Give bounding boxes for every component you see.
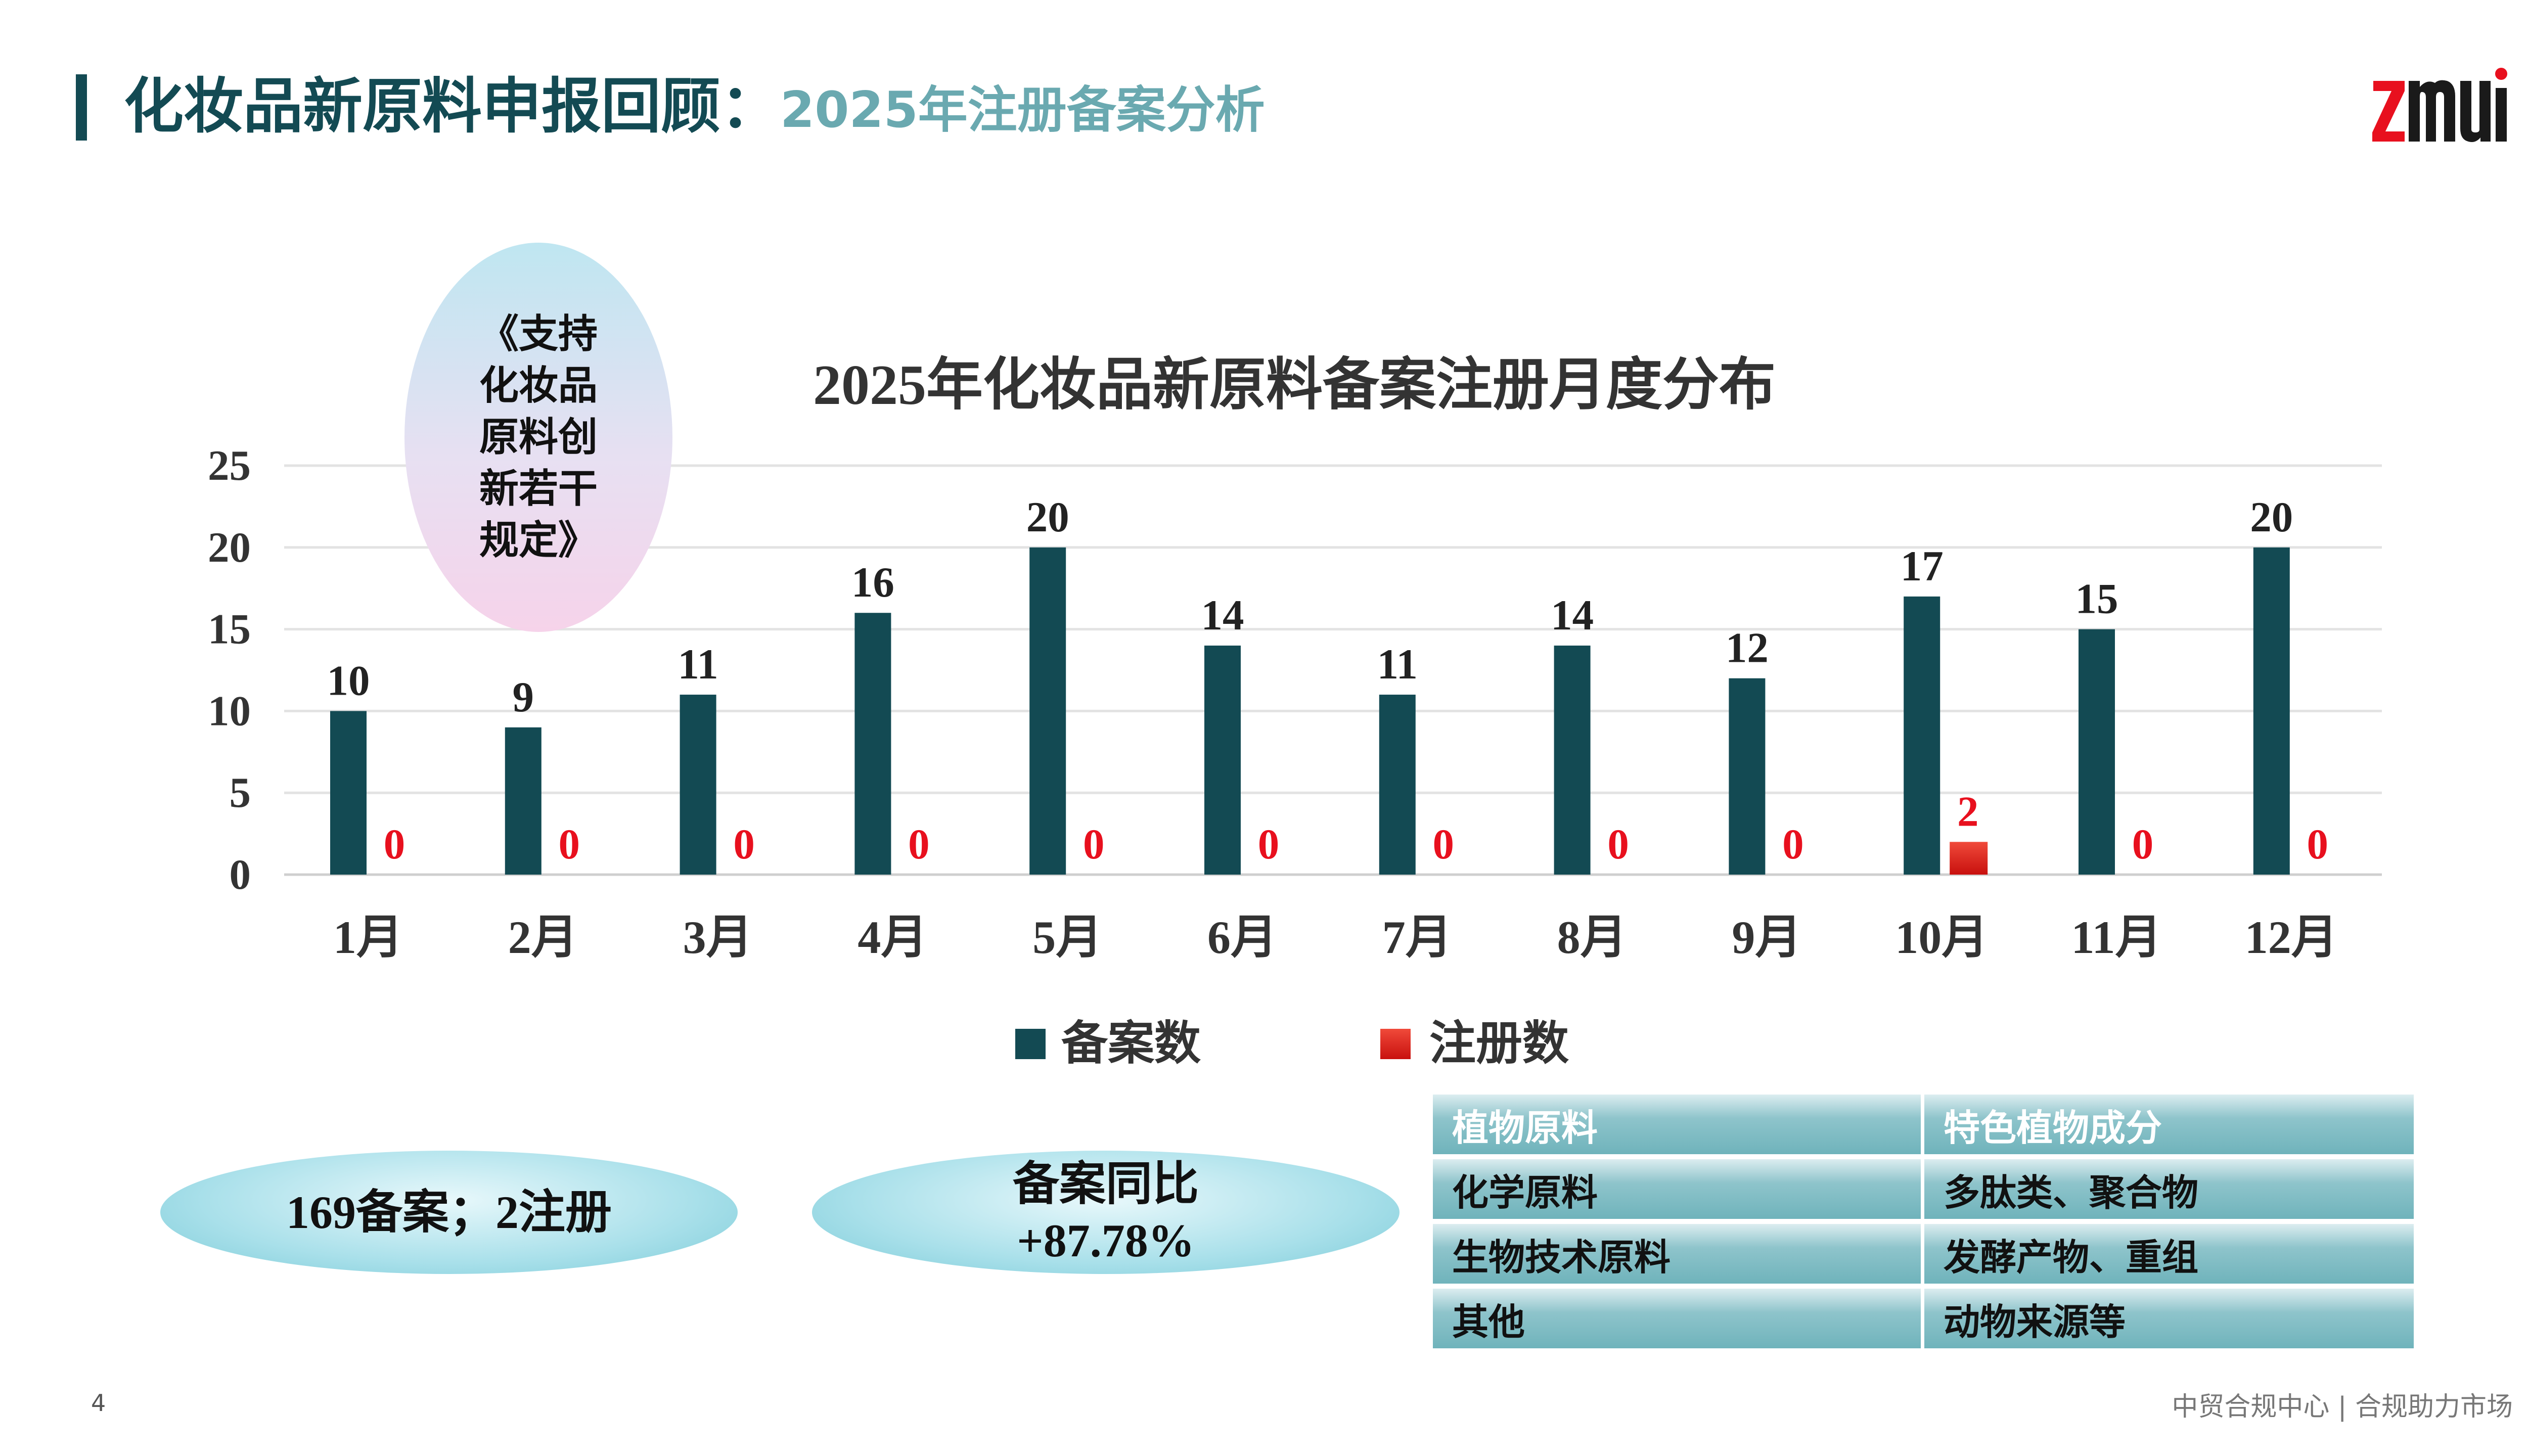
chart-title: 2025年化妆品新原料备案注册月度分布 (813, 354, 1776, 417)
regulation-text: 《支持化妆品原料创新若干规定》 (479, 311, 598, 563)
title-main: 化妆品新原料申报回顾： (124, 71, 781, 141)
legend-label-registration: 注册数 (1429, 1016, 1569, 1070)
x-tick-label: 8月 (1557, 912, 1627, 963)
x-tick-label: 3月 (683, 912, 753, 963)
data-label-registration: 0 (1083, 821, 1105, 868)
data-label-filing: 16 (851, 559, 894, 606)
data-label-registration: 0 (2307, 821, 2329, 868)
yoy-callout: 备案同比 +87.78% (812, 1151, 1400, 1274)
table-cell: 生物技术原料 (1433, 1224, 1921, 1284)
data-label-filing: 10 (327, 657, 370, 704)
page-number: 4 (91, 1389, 106, 1417)
bar-filing (1729, 678, 1766, 875)
y-tick-label: 25 (208, 442, 251, 489)
yoy-label: 备案同比 (1012, 1158, 1199, 1210)
bar-filing (1204, 645, 1241, 875)
data-label-registration: 2 (1957, 788, 1979, 835)
bar-filing (2253, 547, 2290, 875)
table-cell: 多肽类、聚合物 (1924, 1159, 2414, 1219)
x-tick-label: 1月 (333, 912, 403, 963)
table-cell: 发酵产物、重组 (1924, 1224, 2414, 1284)
legend-label-filing: 备案数 (1061, 1016, 1201, 1070)
data-label-filing: 9 (513, 673, 534, 721)
table-cell: 其他 (1433, 1289, 1921, 1348)
title-sub: 2025年注册备案分析 (780, 81, 1265, 139)
bar-filing (1379, 695, 1416, 875)
data-label-registration: 0 (1782, 821, 1804, 868)
data-label-filing: 15 (2075, 575, 2118, 623)
table-cell: 动物来源等 (1924, 1289, 2414, 1348)
legend-swatch-registration (1380, 1029, 1411, 1059)
data-label-filing: 20 (2250, 493, 2293, 541)
title-accent-bar (76, 74, 87, 141)
data-label-filing: 11 (678, 641, 718, 688)
table-cell: 特色植物成分 (1924, 1095, 2414, 1154)
data-label-registration: 0 (384, 821, 405, 868)
x-tick-label: 2月 (508, 912, 578, 963)
bar-filing (680, 695, 716, 875)
legend-swatch-filing (1015, 1029, 1046, 1059)
bar-registration (1950, 842, 1988, 875)
data-label-filing: 14 (1551, 592, 1594, 639)
totals-callout: 169备案；2注册 (160, 1151, 738, 1274)
table-row: 其他 动物来源等 (1433, 1289, 2414, 1348)
y-tick-label: 10 (208, 687, 251, 735)
data-label-filing: 17 (1901, 542, 1944, 590)
bar-filing (1554, 645, 1591, 875)
data-label-registration: 0 (908, 821, 930, 868)
x-tick-label: 10月 (1895, 912, 1988, 963)
y-tick-label: 15 (208, 606, 251, 653)
bar-filing (1029, 547, 1066, 875)
data-label-registration: 0 (733, 821, 755, 868)
data-label-filing: 11 (1377, 641, 1418, 688)
y-tick-label: 20 (208, 524, 251, 571)
data-label-registration: 0 (1607, 821, 1629, 868)
page-title: 化妆品新原料申报回顾：2025年注册备案分析 (124, 71, 1265, 146)
regulation-callout: 《支持化妆品原料创新若干规定》 (404, 243, 672, 632)
bar-filing (2079, 629, 2115, 875)
bar-filing (1904, 596, 1940, 875)
table-cell: 植物原料 (1433, 1095, 1921, 1154)
table-row: 植物原料 特色植物成分 (1433, 1095, 2414, 1154)
x-tick-label: 11月 (2071, 912, 2162, 963)
table-cell: 化学原料 (1433, 1159, 1921, 1219)
yoy-value: +87.78% (1017, 1215, 1195, 1266)
x-tick-label: 5月 (1032, 912, 1102, 963)
zmui-logo-mark (2372, 68, 2507, 142)
x-tick-label: 7月 (1382, 912, 1452, 963)
x-tick-label: 6月 (1207, 912, 1277, 963)
category-table: 植物原料 特色植物成分 化学原料 多肽类、聚合物 生物技术原料 发酵产物、重组 其他动… (1433, 1095, 2414, 1353)
data-label-filing: 14 (1201, 592, 1244, 639)
footer-text: 中贸合规中心 | 合规助力市场 (2172, 1392, 2513, 1422)
bar-filing (854, 613, 891, 875)
zmui-logo (2372, 68, 2507, 142)
x-tick-label: 4月 (857, 912, 927, 963)
data-label-registration: 0 (1433, 821, 1455, 868)
bar-filing (505, 727, 541, 875)
y-tick-label: 0 (230, 851, 251, 898)
totals-text: 169备案；2注册 (286, 1187, 612, 1238)
bar-filing (330, 711, 367, 875)
data-label-registration: 0 (559, 821, 580, 868)
data-label-registration: 0 (2132, 821, 2154, 868)
data-label-filing: 12 (1726, 624, 1769, 672)
data-label-registration: 0 (1258, 821, 1280, 868)
table-row: 化学原料 多肽类、聚合物 (1433, 1159, 2414, 1219)
y-tick-label: 5 (230, 769, 251, 816)
x-tick-label: 12月 (2245, 912, 2338, 963)
data-label-filing: 20 (1026, 493, 1069, 541)
table-row: 生物技术原料 发酵产物、重组 (1433, 1224, 2414, 1284)
x-tick-label: 9月 (1732, 912, 1801, 963)
